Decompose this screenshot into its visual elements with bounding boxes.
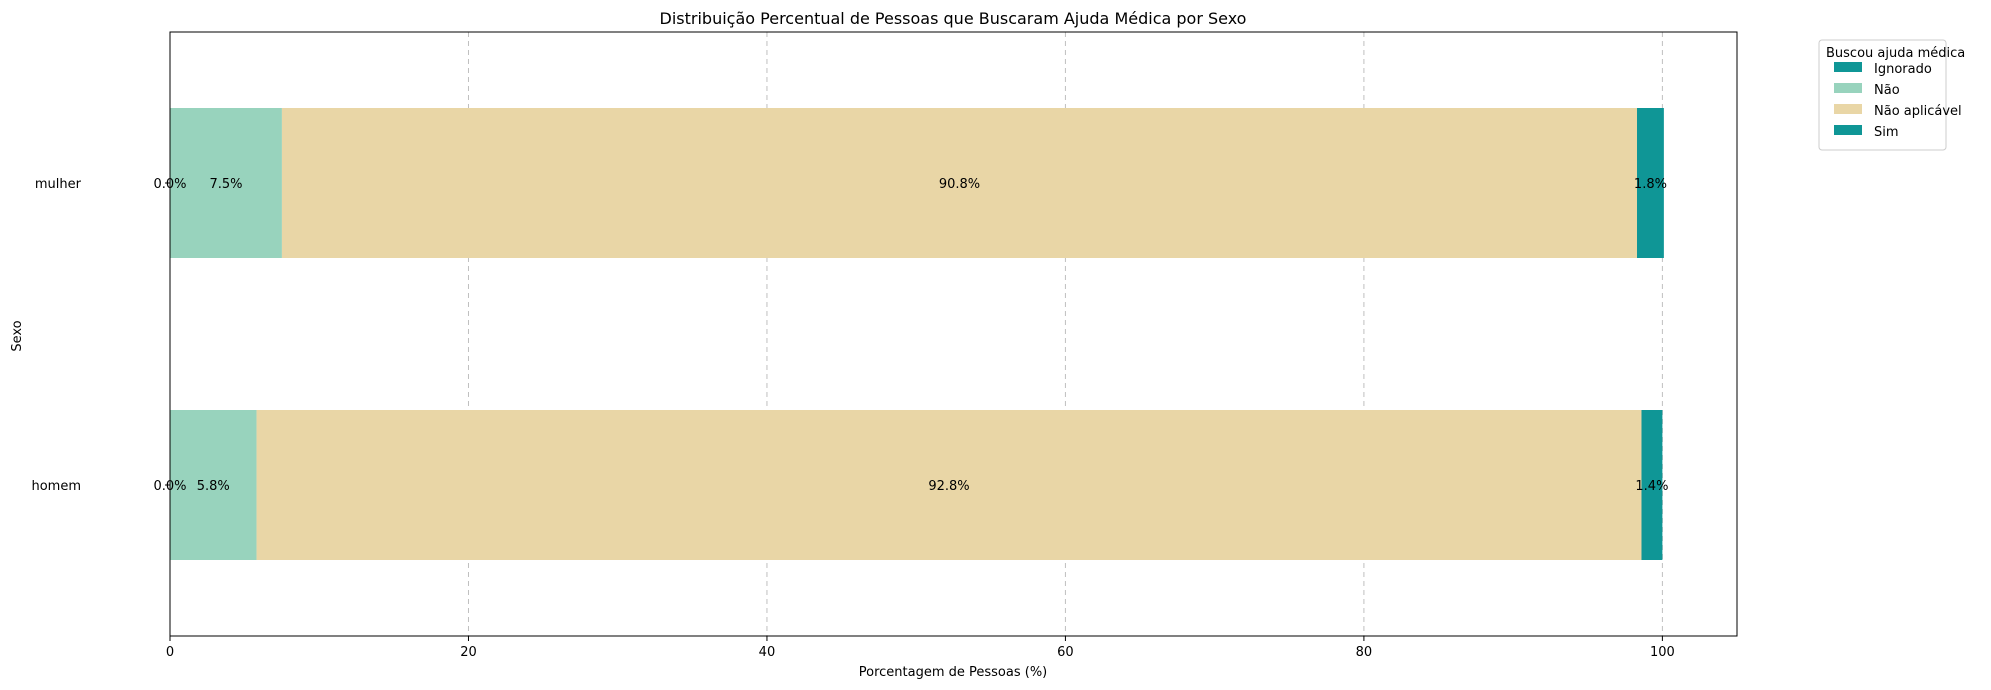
- data-label-homem-2: 92.8%: [928, 479, 969, 494]
- data-label-homem-3: 1.4%: [1635, 479, 1668, 494]
- legend-swatch: [1834, 62, 1862, 72]
- bar-mulher-3: [1637, 108, 1664, 258]
- x-axis-ticks: 0 20 40 60 80 100: [166, 636, 1675, 660]
- y-tick-label-mulher: mulher: [35, 177, 82, 192]
- bars: [170, 108, 1664, 560]
- y-axis-label: Sexo: [10, 320, 25, 351]
- legend-label: Sim: [1874, 125, 1899, 140]
- data-label-homem-1: 5.8%: [197, 479, 230, 494]
- legend-title: Buscou ajuda médica: [1826, 46, 1965, 61]
- legend-swatch: [1834, 83, 1862, 93]
- data-label-mulher-2: 90.8%: [939, 177, 980, 192]
- bar-mulher-2: [281, 108, 1638, 258]
- x-tick-label: 0: [166, 645, 174, 660]
- x-tick-label: 80: [1356, 645, 1373, 660]
- y-axis-ticks: mulher homem: [31, 177, 170, 494]
- data-label-mulher-3: 1.8%: [1634, 177, 1667, 192]
- legend-items: Ignorado Não Não aplicável Sim: [1834, 62, 1962, 140]
- x-tick-label: 20: [460, 645, 477, 660]
- legend-label: Não: [1874, 83, 1900, 98]
- x-tick-label: 60: [1057, 645, 1074, 660]
- legend-label: Ignorado: [1874, 62, 1932, 77]
- legend-label: Não aplicável: [1874, 104, 1962, 119]
- bar-mulher-1: [170, 108, 282, 258]
- x-tick-label: 100: [1650, 645, 1675, 660]
- x-axis-label: Porcentagem de Pessoas (%): [859, 665, 1048, 680]
- legend: Buscou ajuda médica Ignorado Não Não aplic…: [1818, 39, 1965, 151]
- bar-homem-3: [1641, 410, 1663, 560]
- y-tick-label-homem: homem: [31, 479, 81, 494]
- x-tick-label: 40: [759, 645, 776, 660]
- chart-title: Distribuição Percentual de Pessoas que B…: [660, 9, 1247, 28]
- legend-swatch: [1834, 125, 1862, 135]
- plot-frame: [169, 31, 1738, 637]
- bar-homem-2: [256, 410, 1642, 560]
- data-label-mulher-1: 7.5%: [209, 177, 242, 192]
- bar-homem-1: [170, 410, 257, 560]
- legend-swatch: [1834, 104, 1862, 114]
